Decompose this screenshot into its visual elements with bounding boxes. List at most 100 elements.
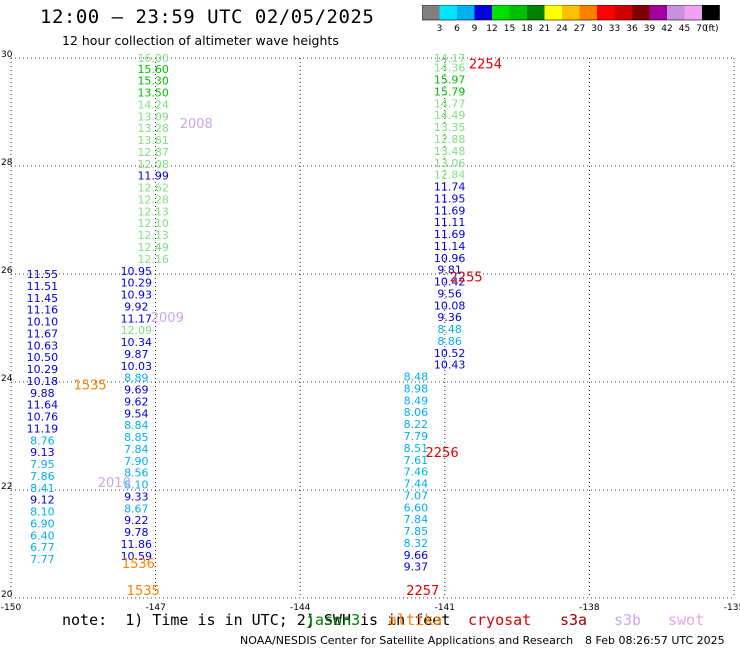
wave-height-value: 7.79 [404,430,429,443]
colorbar-swatch [474,5,492,20]
x-tick-label: -144 [290,603,311,612]
colorbar-tick-label: 6 [454,24,460,34]
wave-height-value: 8.41 [30,482,55,495]
x-tick-label: -150 [1,603,22,612]
pass-time-label: 2257 [406,584,439,599]
wave-height-value: 14.49 [434,109,466,122]
satellite-label-swot: swot [668,611,705,629]
wave-height-value: 13.28 [137,122,169,135]
wave-height-value: 7.84 [404,513,429,526]
colorbar-swatch [702,5,720,20]
wave-height-value: 13.35 [434,121,466,134]
colorbar-swatch [492,5,510,20]
wave-height-value: 7.77 [30,553,55,566]
colorbar-tick-label: 24 [556,24,568,34]
generated-timestamp: 8 Feb 08:26:57 UTC 2025 [585,634,725,647]
wave-height-value: 10.76 [27,411,59,424]
wave-height-value: 7.95 [30,458,55,471]
colorbar-tick-label: 3 [437,24,443,34]
wave-height-value: 9.92 [124,300,149,313]
wave-height-value: 9.87 [124,348,149,361]
wave-height-value: 11.69 [434,204,466,217]
wave-height-value: 8.85 [124,431,149,444]
wave-height-value: 9.56 [437,287,462,300]
wave-height-value: 15.79 [434,85,466,98]
x-tick-label: -147 [145,603,165,612]
colorbar-tick-label: 33 [609,24,620,34]
wave-height-value: 13.50 [137,87,169,100]
wave-height-plot: -150 -147 -144 -141 -138 -135 20 22 24 26 28 30 16.0… [1,50,740,612]
colorbar-swatch [684,5,702,20]
colorbar-swatch [509,5,527,20]
colorbar-tick-label: 42 [661,24,672,34]
wave-height-value: 10.29 [121,277,153,290]
wave-height-value: 8.22 [404,418,429,431]
colorbar-frame [422,5,720,21]
colorbar-tick-label: 27 [574,24,585,34]
wave-height-value: 8.48 [404,371,429,384]
wave-height-value: 13.61 [137,134,169,147]
satellite-label-s3b: s3b [614,611,642,629]
wave-height-value: 9.37 [404,561,429,574]
color-scale-legend: 3 6 9 12 15 18 21 24 27 30 33 36 39 42 45 70(ft) [422,5,720,34]
colorbar-swatch [649,5,667,20]
wave-height-value: 12.09 [121,324,153,337]
wave-height-value: 11.74 [434,181,466,194]
pass-time-label: 2255 [450,271,483,286]
wave-height-value: 9.62 [124,395,149,408]
colorbar-tick-label: 36 [626,24,638,34]
wave-height-value: 9.54 [124,407,149,420]
pass-time-label: 2008 [180,117,213,132]
wave-height-value: 11.69 [434,228,466,241]
satellite-label-s3a: s3a [560,611,588,629]
wave-height-value: 9.69 [124,384,149,397]
wave-height-value: 10.29 [27,363,59,376]
colorbar-swatch [439,5,457,20]
wave-height-value: 12.08 [137,158,169,171]
wave-height-value: 11.55 [27,268,59,281]
wave-height-value: 11.45 [27,292,59,305]
wave-height-value: 11.95 [434,192,466,205]
wave-height-value: 8.06 [404,406,429,419]
y-tick-label: 30 [1,50,13,60]
satellite-label-cryosat: cryosat [468,611,532,629]
x-tick-label: -135 [724,603,740,612]
wave-height-value: 10.52 [434,347,466,360]
wave-height-value: 8.98 [404,382,429,395]
colorbar-tick-label: 18 [521,24,533,34]
footer-note: note: 1) Time is in UTC; 2) SWH is in fe… [62,611,451,629]
wave-height-value: 15.60 [137,63,169,76]
pass-time-label: 1536 [122,557,155,572]
colorbar-swatch [614,5,632,20]
colorbar-swatch [527,5,545,20]
colorbar-swatch [562,5,580,20]
wave-height-value: 10.95 [121,265,153,278]
wave-height-value: 6.40 [30,529,55,542]
wave-height-value: 7.86 [30,470,55,483]
wave-height-value: 12.87 [137,146,169,159]
wave-height-value: 13.09 [137,110,169,123]
colorbar-tick-label: 30 [591,24,603,34]
wave-height-value: 12.84 [434,169,466,182]
colorbar-tick-label: 45 [679,24,690,34]
pass-time-label: 2256 [426,446,459,461]
wave-height-value: 8.51 [404,442,429,455]
y-tick-label: 28 [1,158,13,168]
wave-height-value: 8.84 [124,419,149,432]
wave-height-value: 7.90 [124,455,149,468]
pass-time-label: 2010 [98,476,131,491]
colorbar-tick-label: 39 [644,24,656,34]
colorbar-swatch [579,5,597,20]
wave-height-value: 10.42 [434,276,466,289]
colorbar-tick-label: 70 [696,24,708,34]
colorbar-swatch [544,5,562,20]
wave-height-value: 12.13 [137,229,169,242]
wave-height-value: 11.16 [27,304,59,317]
wave-height-value: 13.06 [434,157,466,170]
wave-height-value: 7.07 [404,489,429,502]
colorbar-swatch [422,5,440,20]
wave-height-value: 10.18 [27,375,59,388]
wave-height-value: 8.32 [404,537,429,550]
wave-height-value: 10.08 [434,299,466,312]
